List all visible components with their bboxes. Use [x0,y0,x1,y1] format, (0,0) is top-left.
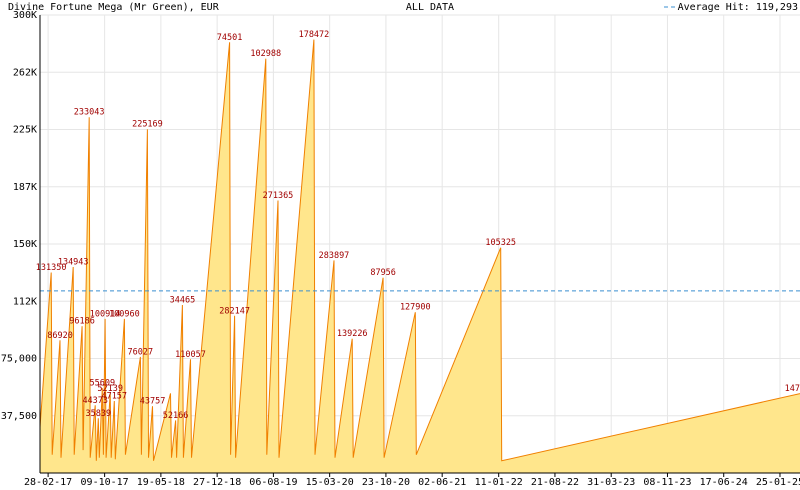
data-label: 282147 [219,306,250,316]
data-label: 127900 [400,303,431,313]
x-tick-label: 08-11-23 [643,477,691,488]
data-label: 100960 [109,309,140,319]
y-tick-label: 187K [13,182,37,193]
data-label: 44373 [82,396,108,406]
x-tick-label: 23-10-20 [362,477,410,488]
chart-subtitle: ALL DATA [406,2,454,13]
data-label: 34465 [170,295,196,305]
data-label: 139226 [337,329,368,339]
y-tick-label: 112K [13,296,37,307]
y-tick-label: 300K [13,10,37,21]
x-tick-label: 09-10-17 [81,477,129,488]
y-tick-label: 75,000 [1,354,37,365]
data-label: 55609 [90,379,116,389]
x-tick-label: 31-03-23 [587,477,635,488]
x-tick-label: 15-03-20 [306,477,354,488]
data-label: 52139 [97,384,123,394]
data-label: 105325 [485,238,516,248]
data-label: 47157 [101,392,127,402]
y-tick-label: 262K [13,67,37,78]
x-tick-label: 27-12-18 [193,477,241,488]
data-label: 43757 [140,397,166,407]
data-label: 110057 [175,350,206,360]
line [39,39,800,462]
x-tick-label: 25-01-25 [756,477,800,488]
data-label: 74501 [217,33,243,43]
data-label: 86920 [47,331,73,341]
chart-title: Divine Fortune Mega (Mr Green), EUR [8,2,220,13]
data-label: 225169 [132,120,163,130]
data-label: 100914 [90,309,121,319]
data-label: 131350 [36,263,67,273]
x-tick-label: 19-05-18 [137,477,185,488]
x-tick-label: 17-06-24 [700,477,748,488]
data-label: 271365 [263,191,294,201]
y-tick-label: 37,500 [1,411,37,422]
x-tick-label: 06-08-19 [249,477,297,488]
x-tick-label: 28-02-17 [24,477,72,488]
x-tick-label: 11-01-22 [475,477,523,488]
legend-label: Average Hit: 119,293 [678,2,798,13]
data-label: 147556 [785,384,800,394]
data-label: 96186 [69,317,95,327]
data-label: 283897 [319,251,350,261]
data-label: 87956 [370,268,396,278]
data-label: 102988 [250,49,281,59]
y-tick-label: 225K [13,125,37,136]
data-label: 35839 [85,409,111,419]
data-label: 52166 [163,411,189,421]
x-tick-label: 02-06-21 [418,477,466,488]
data-label: 134943 [58,257,89,267]
data-label: 178472 [299,30,330,40]
data-label: 76027 [128,347,154,357]
y-tick-label: 150K [13,239,37,250]
x-tick-label: 21-08-22 [531,477,579,488]
data-label: 233043 [74,108,105,118]
